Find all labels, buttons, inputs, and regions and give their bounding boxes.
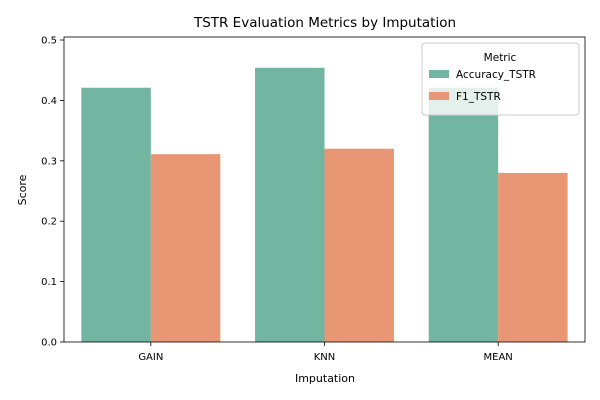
axes-layer: GAIN KNN MEAN 0.0 0.1 0.2 0.3 0.4 0.5 <box>41 36 586 363</box>
x-axis-label: Imputation <box>295 372 355 385</box>
plot-frame <box>63 36 586 343</box>
bar-mean-accuracy-tstr <box>428 87 499 343</box>
x-tick-label: KNN <box>314 352 336 363</box>
y-tick-label: 0.2 <box>41 217 57 228</box>
y-tick-label: 0.0 <box>41 338 57 349</box>
y-axis-label: Score <box>16 174 29 205</box>
bar-gain-f1-tstr <box>150 154 221 342</box>
y-tick-label: 0.3 <box>41 156 57 167</box>
y-tick-label: 0.5 <box>41 36 57 47</box>
x-tick-label: MEAN <box>484 352 513 363</box>
y-tick-label: 0.4 <box>41 96 57 107</box>
x-tick-label: GAIN <box>138 352 163 363</box>
bar-knn-accuracy-tstr <box>255 67 325 343</box>
bar-mean-f1-tstr <box>498 172 568 342</box>
legend-swatch-accuracy <box>429 70 449 78</box>
legend-swatch-f1 <box>429 92 449 100</box>
legend: Metric Accuracy_TSTR F1_TSTR <box>421 42 580 116</box>
bar-knn-f1-tstr <box>324 148 394 342</box>
legend-label-f1: F1_TSTR <box>456 91 501 103</box>
legend-title: Metric <box>484 52 517 64</box>
bar-gain-accuracy-tstr <box>81 87 151 343</box>
bars-layer <box>81 67 568 343</box>
legend-label-accuracy: Accuracy_TSTR <box>456 69 536 81</box>
y-tick-label: 0.1 <box>41 277 57 288</box>
legend-frame <box>421 42 580 116</box>
chart-title: TSTR Evaluation Metrics by Imputation <box>193 15 456 31</box>
